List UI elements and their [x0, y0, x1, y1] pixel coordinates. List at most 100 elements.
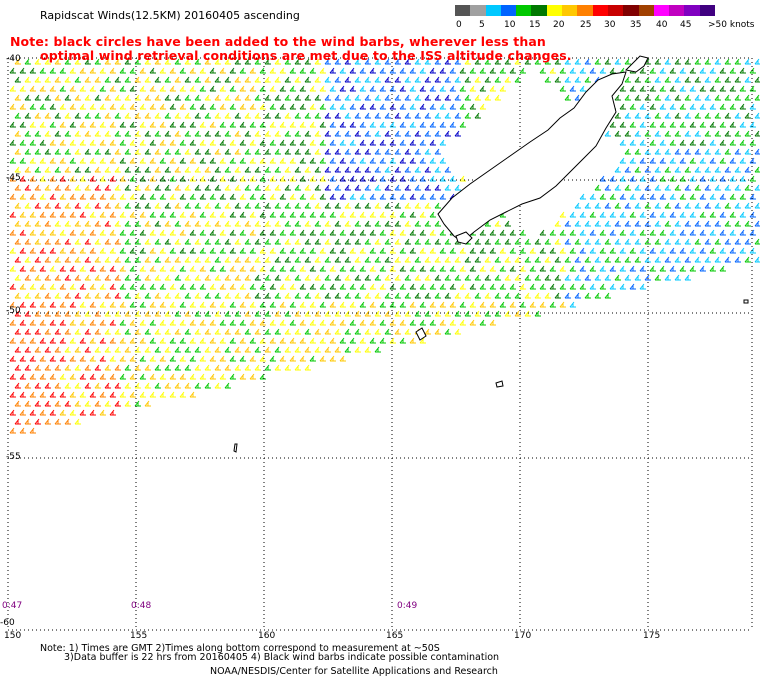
wind-barb: [599, 283, 606, 290]
wind-barb: [439, 319, 446, 326]
wind-barb: [659, 139, 666, 146]
wind-barb: [354, 112, 361, 119]
wind-barb: [44, 130, 51, 137]
wind-barb: [309, 193, 316, 200]
wind-barb: [674, 220, 681, 227]
wind-barb: [74, 400, 81, 407]
wind-barb: [399, 121, 406, 128]
wind-barb: [289, 283, 296, 290]
wind-barb: [19, 67, 26, 74]
wind-barb: [89, 139, 96, 146]
wind-barb: [49, 265, 56, 272]
wind-barb: [379, 265, 386, 272]
wind-barb: [754, 238, 760, 245]
wind-barb: [114, 220, 121, 227]
wind-barb: [129, 283, 136, 290]
wind-barb: [179, 283, 186, 290]
wind-barb: [309, 139, 316, 146]
wind-barb: [29, 265, 36, 272]
wind-barb: [179, 373, 186, 380]
wind-barb: [74, 184, 81, 191]
wind-barb: [369, 85, 376, 92]
wind-barb: [129, 355, 136, 362]
wind-barb: [89, 409, 96, 416]
wind-barb: [359, 301, 366, 308]
wind-barb: [164, 184, 171, 191]
wind-barb: [179, 103, 186, 110]
wind-barb: [179, 301, 186, 308]
wind-barb: [454, 58, 461, 65]
wind-barb: [79, 409, 86, 416]
wind-barb: [244, 238, 251, 245]
wind-barb: [249, 247, 256, 254]
wind-barb: [64, 202, 71, 209]
wind-barb: [414, 202, 421, 209]
wind-barb: [469, 319, 476, 326]
wind-barb: [29, 67, 36, 74]
wind-barb: [144, 112, 151, 119]
wind-barb: [24, 274, 31, 281]
wind-barb: [64, 238, 71, 245]
wind-barb: [44, 364, 51, 371]
wind-barb: [409, 193, 416, 200]
wind-barb: [374, 112, 381, 119]
wind-barb: [369, 211, 376, 218]
wind-barb: [79, 247, 86, 254]
wind-barb: [419, 67, 426, 74]
wind-barb: [49, 193, 56, 200]
wind-barbs-layer: [9, 58, 760, 434]
wind-barb: [589, 229, 596, 236]
wind-barb: [674, 76, 681, 83]
wind-barb: [314, 76, 321, 83]
wind-barb: [639, 121, 646, 128]
wind-barb: [544, 76, 551, 83]
wind-barb: [329, 211, 336, 218]
lat-lon-grid: [7, 57, 753, 631]
wind-barb: [129, 157, 136, 164]
wind-barb: [364, 148, 371, 155]
wind-barb: [329, 85, 336, 92]
wind-barb: [84, 202, 91, 209]
wind-barb: [534, 238, 541, 245]
wind-barb: [239, 85, 246, 92]
wind-barb: [674, 130, 681, 137]
wind-barb: [49, 103, 56, 110]
wind-barb: [389, 85, 396, 92]
wind-barb: [84, 256, 91, 263]
wind-barb: [124, 328, 131, 335]
wind-barb: [159, 391, 166, 398]
wind-barb: [254, 130, 261, 137]
wind-barb: [244, 346, 251, 353]
wind-barb: [219, 337, 226, 344]
wind-barb: [259, 121, 266, 128]
wind-barb: [254, 292, 261, 299]
wind-barb: [629, 103, 636, 110]
wind-barb: [444, 274, 451, 281]
wind-barb: [344, 148, 351, 155]
lat-label: -55: [6, 452, 21, 462]
wind-barb: [284, 112, 291, 119]
wind-barb: [24, 346, 31, 353]
wind-barb: [484, 76, 491, 83]
wind-barb: [134, 382, 141, 389]
wind-barb: [149, 247, 156, 254]
wind-barb: [14, 58, 21, 65]
wind-barb: [119, 157, 126, 164]
wind-barb: [274, 94, 281, 101]
wind-barb: [624, 166, 631, 173]
wind-barb: [349, 157, 356, 164]
wind-barb: [594, 274, 601, 281]
wind-barb: [749, 103, 756, 110]
wind-barb: [424, 274, 431, 281]
wind-barb: [104, 274, 111, 281]
wind-barb: [204, 112, 211, 119]
wind-barb: [99, 85, 106, 92]
wind-barb: [309, 229, 316, 236]
wind-barb: [664, 94, 671, 101]
wind-barb: [274, 274, 281, 281]
wind-barb: [39, 85, 46, 92]
wind-barb: [644, 274, 651, 281]
wind-barb: [429, 157, 436, 164]
wind-barb: [34, 202, 41, 209]
wind-barb: [19, 283, 26, 290]
